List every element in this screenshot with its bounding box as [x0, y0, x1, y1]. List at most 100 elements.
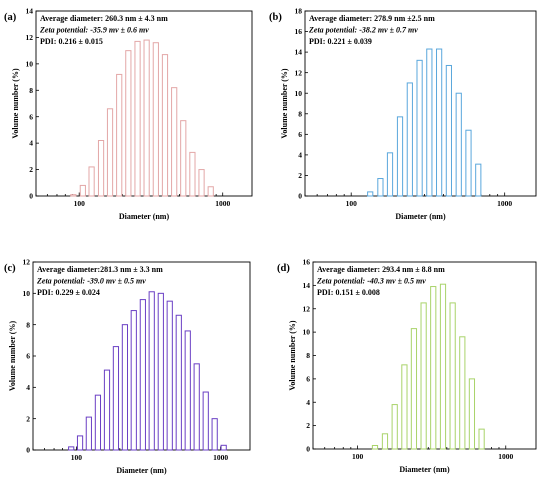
bar: [202, 391, 209, 451]
y-tick-label: 6: [29, 112, 33, 121]
bar: [184, 330, 191, 451]
bar: [148, 291, 155, 451]
y-tick-label: 8: [298, 109, 302, 118]
x-tick-label: 1000: [497, 199, 512, 208]
bar: [68, 446, 75, 451]
y-tick-label: 6: [306, 374, 310, 383]
y-tick-label: 16: [295, 27, 303, 36]
bar: [459, 336, 466, 450]
y-tick-label: 6: [298, 130, 302, 139]
bar: [175, 314, 182, 451]
bar: [130, 310, 137, 451]
bar: [391, 404, 398, 450]
y-tick-label: 16: [303, 258, 311, 267]
y-tick-label: 2: [298, 171, 302, 180]
annotation-line: Average diameter: 278.9 nm ±2.5 nm: [309, 14, 435, 23]
y-axis-label: Volume number (%): [8, 321, 17, 392]
annotation-line: Zeta potential: -38.2 mv ± 0.7 mv: [308, 26, 418, 35]
y-tick-label: 12: [303, 304, 311, 313]
y-tick-label: 4: [26, 383, 30, 392]
annotation-line: Zeta potential: -35.9 mv ± 0.6 mv: [39, 26, 149, 35]
y-axis-label: Volume number (%): [11, 68, 20, 139]
y-tick-label: 4: [29, 139, 33, 148]
y-tick-label: 10: [303, 328, 311, 337]
y-tick-label: 12: [26, 33, 34, 42]
bar: [439, 283, 447, 450]
bar: [171, 87, 178, 197]
bar: [189, 151, 196, 197]
y-tick-label: 14: [303, 281, 311, 290]
x-axis-label: Diameter (nm): [395, 212, 446, 221]
bar: [143, 39, 150, 197]
x-tick-label: 100: [346, 199, 358, 208]
bar: [396, 116, 404, 197]
y-tick-label: 12: [23, 258, 31, 267]
annotation-line: PDI: 0.229 ± 0.024: [37, 288, 100, 297]
bar: [436, 48, 443, 197]
bar: [420, 302, 427, 450]
y-tick-label: 0: [29, 192, 33, 201]
bar: [116, 73, 123, 197]
y-tick-label: 14: [295, 48, 303, 57]
bar: [193, 363, 200, 451]
bar: [152, 42, 159, 197]
y-tick-label: 18: [295, 7, 303, 16]
bar: [468, 378, 476, 450]
chart-panel-b: 0 2 4 6 8 10 12 14 16 18 100 1000 Diameter (nm) Volum…: [269, 7, 537, 221]
bar: [478, 428, 485, 450]
annotation-line: PDI: 0.216 ± 0.015: [40, 37, 103, 46]
bar: [211, 418, 218, 451]
annotation-line: Average diameter:281.3 nm ± 3.3 nm: [37, 265, 163, 274]
bar: [94, 394, 102, 451]
y-tick-label: 4: [306, 398, 310, 407]
bar: [112, 346, 120, 451]
bar: [88, 166, 95, 197]
y-tick-label: 2: [29, 165, 33, 174]
bar: [180, 120, 187, 197]
panel-label: (c): [4, 263, 16, 274]
y-tick-label: 2: [26, 414, 30, 423]
bar: [85, 416, 92, 451]
y-axis-label: Volume number (%): [280, 68, 289, 139]
annotation-line: Zeta potential: -40.3 mv ± 0.5 mv: [316, 277, 426, 286]
bar: [121, 324, 129, 451]
x-tick-label: 1000: [498, 452, 513, 461]
bar: [377, 178, 384, 197]
bar: [475, 163, 482, 197]
bar: [401, 364, 408, 450]
x-axis-label: Diameter (nm): [119, 212, 170, 221]
bar: [455, 92, 462, 197]
y-tick-label: 6: [26, 352, 30, 361]
panel-label: (a): [4, 12, 17, 23]
bar: [70, 194, 77, 197]
x-tick-label: 100: [71, 453, 83, 462]
x-tick-label: 100: [74, 199, 86, 208]
bar: [97, 140, 105, 197]
y-tick-label: 14: [26, 7, 34, 16]
bar: [406, 82, 413, 197]
bar: [220, 444, 227, 451]
bar: [106, 108, 114, 197]
bar: [410, 328, 418, 450]
x-axis-label: Diameter (nm): [116, 466, 167, 475]
annotation-line: Zeta potential: -39.0 mv ± 0.5 mv: [36, 277, 146, 286]
annotation-line: Average diameter: 260.3 nm ± 4.3 nm: [40, 14, 168, 23]
bar: [198, 169, 205, 197]
y-tick-label: 8: [26, 320, 30, 329]
annotation-line: PDI: 0.221 ± 0.039: [309, 37, 372, 46]
annotation-line: Average diameter: 293.4 nm ± 8.8 nm: [317, 265, 445, 274]
x-tick-label: 1000: [215, 199, 230, 208]
bar: [367, 191, 374, 197]
y-tick-label: 10: [295, 89, 303, 98]
bar: [166, 300, 173, 451]
bar: [79, 184, 86, 197]
panel-label: (b): [269, 12, 282, 23]
bar: [445, 64, 452, 197]
bar: [416, 59, 423, 197]
y-tick-label: 0: [306, 445, 310, 454]
chart-panel-c: 0 2 4 6 8 10 12 100 1000 Diameter (nm) Volume numb…: [4, 258, 251, 475]
y-tick-label: 8: [29, 86, 33, 95]
bar: [381, 433, 389, 450]
y-tick-label: 8: [306, 351, 310, 360]
y-tick-label: 12: [295, 68, 303, 77]
